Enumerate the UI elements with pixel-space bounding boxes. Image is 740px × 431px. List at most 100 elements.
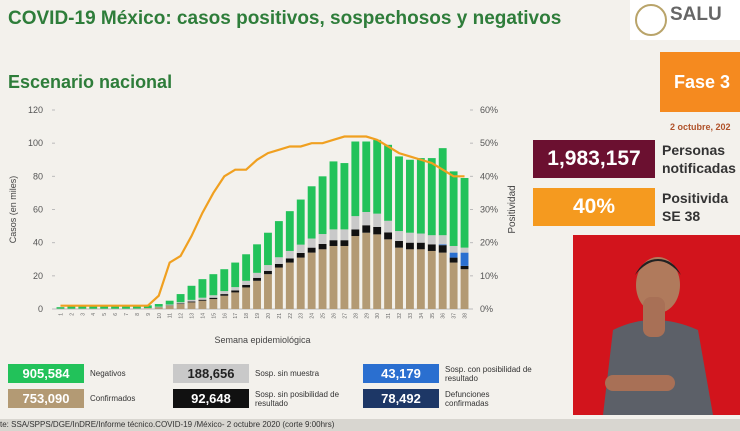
x-tick-label: 25	[321, 313, 327, 319]
bar-segment	[154, 304, 163, 307]
bar-segment	[285, 258, 294, 263]
bar-segment	[449, 171, 458, 246]
bar-segment	[329, 245, 338, 309]
bar-segment	[198, 279, 207, 298]
x-tick-label: 7	[124, 313, 130, 316]
bar-segment	[329, 229, 338, 241]
bar-segment	[373, 226, 382, 235]
positivity-label: SE 38	[662, 208, 701, 224]
bar-segment	[89, 305, 98, 309]
bar-segment	[460, 177, 469, 248]
bar-segment	[427, 158, 436, 236]
x-tick-label: 11	[168, 313, 174, 318]
bar-segment	[318, 249, 327, 309]
x-tick-label: 23	[299, 313, 305, 319]
bar-segment	[373, 213, 382, 227]
bar-segment	[220, 295, 229, 309]
bar-segment	[165, 305, 174, 309]
legend-count: 753,090	[8, 389, 84, 408]
bar-segment	[296, 244, 305, 253]
bar-segment	[307, 247, 316, 253]
bar-segment	[340, 229, 349, 241]
bar-segment	[198, 299, 207, 301]
bar-segment	[373, 234, 382, 309]
bar-segment	[296, 257, 305, 309]
bar-segment	[449, 245, 458, 253]
bar-segment	[406, 159, 414, 233]
bar-segment	[253, 280, 261, 309]
bar-segment	[307, 186, 316, 239]
bar-segment	[176, 304, 185, 309]
x-tick-label: 18	[244, 313, 250, 319]
x-tick-label: 21	[277, 313, 283, 319]
interpreter-body	[603, 320, 713, 415]
y-axis-label: Casos (en miles)	[8, 176, 18, 244]
x-tick-label: 4	[91, 313, 97, 316]
bar-segment	[395, 231, 403, 242]
bar-segment	[209, 299, 218, 309]
bar-segment	[198, 297, 207, 300]
x-tick-label: 5	[102, 313, 108, 316]
bar-segment	[340, 240, 349, 246]
bar-segment	[264, 232, 272, 266]
bar-segment	[165, 304, 174, 306]
bar-segment	[285, 250, 294, 259]
x-tick-label: 35	[430, 313, 436, 319]
legend-count: 905,584	[8, 364, 84, 383]
bar-segment	[406, 249, 414, 309]
x-tick-label: 8	[135, 313, 141, 316]
bar-segment	[231, 290, 240, 293]
bar-segment	[416, 233, 425, 243]
x-tick-label: 20	[266, 313, 272, 319]
bar-segment	[318, 234, 327, 244]
y-tick-label: 80	[33, 171, 43, 181]
bar-segment	[416, 242, 425, 250]
bar-segment	[231, 287, 240, 291]
bar-segment	[209, 274, 218, 296]
y2-tick-label: 10%	[480, 271, 498, 281]
phase-box: Fase 3	[660, 52, 740, 112]
positivity-line	[60, 135, 465, 307]
x-tick-label: 6	[113, 313, 119, 316]
notified-box: 1,983,157	[533, 140, 655, 178]
x-tick-label: 27	[342, 313, 348, 319]
y-tick-label: 120	[28, 105, 43, 115]
bar-segment	[384, 220, 393, 233]
x-tick-label: 17	[233, 313, 239, 319]
x-tick-label: 12	[179, 313, 185, 319]
y-tick-label: 0	[38, 304, 43, 314]
bar-segment	[351, 216, 360, 230]
bar-segment	[395, 247, 403, 309]
bar-segment	[187, 301, 196, 303]
logo-area: SALU	[630, 0, 740, 40]
legend-label: Sosp. sin posibilidad de resultado	[255, 390, 340, 408]
bar-segment	[231, 292, 240, 309]
bar-segment	[416, 158, 425, 234]
y-tick-label: 100	[28, 138, 43, 148]
x-tick-label: 1	[58, 313, 64, 316]
bar-segment	[351, 229, 360, 237]
y2-tick-label: 0%	[480, 304, 493, 314]
bar-segment	[274, 263, 283, 268]
bar-segment	[362, 225, 371, 233]
bar-segment	[122, 306, 130, 309]
x-tick-label: 29	[364, 313, 370, 319]
x-tick-label: 16	[222, 313, 228, 319]
bar-segment	[460, 247, 469, 253]
x-tick-label: 37	[452, 313, 458, 319]
bar-segment	[427, 235, 436, 245]
bar-segment	[449, 252, 458, 258]
bar-segment	[449, 257, 458, 263]
bar-segment	[253, 244, 261, 273]
bar-segment	[307, 252, 316, 309]
bar-segment	[438, 235, 447, 245]
bar-segment	[438, 245, 447, 253]
bar-segment	[318, 176, 327, 235]
x-tick-label: 36	[441, 313, 447, 319]
x-tick-label: 33	[408, 313, 414, 319]
bar-segment	[274, 257, 283, 264]
y-tick-label: 20	[33, 271, 43, 281]
bar-segment	[460, 269, 469, 309]
bar-segment	[406, 232, 414, 243]
bar-segment	[264, 274, 272, 309]
